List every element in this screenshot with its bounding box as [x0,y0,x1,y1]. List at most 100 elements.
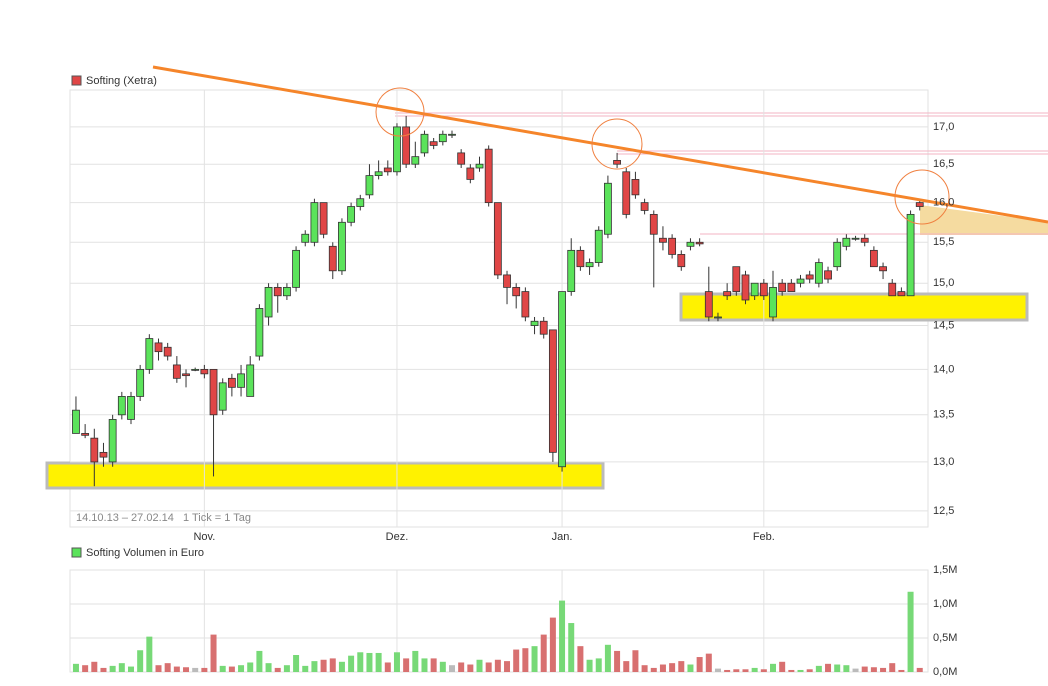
panels [45,89,1048,673]
candle-body [521,291,530,318]
candle-body [127,396,135,420]
volume-bar [72,663,79,672]
candle-body [888,282,897,297]
candle-body [374,171,383,177]
candle-body [90,437,99,463]
candle-body [576,249,585,268]
volume-bar [375,652,382,672]
candle-body [879,266,887,272]
tick-note: 1 Tick = 1 Tag [183,512,251,524]
candle-body [649,213,658,235]
volume-bar [632,650,639,672]
volume-bar [476,659,483,672]
volume-bar [614,650,621,672]
candle-body [200,368,209,375]
volume-bar [228,666,235,672]
candle-body [906,213,915,297]
candle-body [622,171,631,215]
volume-bar [760,669,767,672]
legend-swatch [71,547,82,558]
candle-body [530,320,539,326]
volume-bar [568,623,575,672]
candle-body [448,133,456,136]
candle-body [475,163,484,169]
volume-bar [155,665,162,672]
candle-body [796,278,805,284]
candle-body [640,202,649,211]
volume-bar [733,669,740,672]
volume-bar [238,665,245,672]
candle-body [154,342,163,353]
volume-bar [696,657,703,672]
volume-bar [192,667,199,672]
volume-bar [109,665,116,672]
volume-bar [669,663,676,672]
volume-bar [448,665,455,672]
candle-body [897,291,906,297]
candle-body [283,286,291,297]
y-tick-label: 1,0M [933,598,957,610]
candle-body [759,282,768,297]
x-tick-label: Jan. [552,531,573,543]
volume-bar [329,658,336,672]
volume-bar [870,667,877,672]
candle-body [438,133,447,143]
volume-bar [265,663,272,672]
volume-panel [69,569,929,673]
volume-bar [678,661,685,672]
candle-body [567,249,576,292]
candle-body [310,202,319,243]
candle-body [209,368,218,416]
legend-swatch [71,75,82,86]
volume-bar [751,667,758,672]
volume-bar [724,669,731,672]
candle-body [72,409,80,434]
candle-body [686,241,695,247]
candle-body [356,198,365,207]
volume-bar [522,648,529,672]
volume-bar [164,663,171,672]
support-zone [45,461,605,490]
trend-line [152,65,1048,224]
projection-area [920,205,1048,235]
candle-body [227,377,236,388]
volume-bar [586,659,593,672]
candle-body [842,237,851,247]
candle-body [741,274,750,301]
candle-body [787,282,796,292]
candle-body [704,291,713,318]
candle-body [869,249,878,268]
highlight-circle [591,118,643,170]
volume-bar [889,663,896,672]
candle-body [604,182,612,235]
volume-bar [467,664,474,672]
candle-body [503,274,511,288]
x-tick-label: Dez. [386,531,409,543]
candle-body [466,167,475,180]
candle-body [493,202,502,276]
candle-body [117,396,126,416]
candle-body [860,237,869,243]
volume-bar [338,661,345,672]
volume-bar [788,669,795,672]
candle-body [347,206,356,223]
candle-body [182,373,190,377]
candle-body [301,233,310,243]
volume-bar [183,667,190,672]
candle-body [319,202,328,235]
volume-bar [210,634,217,672]
volume-bar [559,600,566,672]
candle-body [411,156,420,165]
candle-body [365,175,374,196]
y-tick-label: 13,5 [933,409,954,421]
y-tick-label: 0,0M [933,666,957,678]
volume-bar [880,667,887,672]
y-tick-label: 16,5 [933,158,954,170]
candle-body [273,286,282,297]
candle-body [512,286,521,297]
volume-bar [485,662,492,672]
candle-body [420,133,429,154]
candle-body [558,291,566,468]
candle-body [338,221,346,272]
